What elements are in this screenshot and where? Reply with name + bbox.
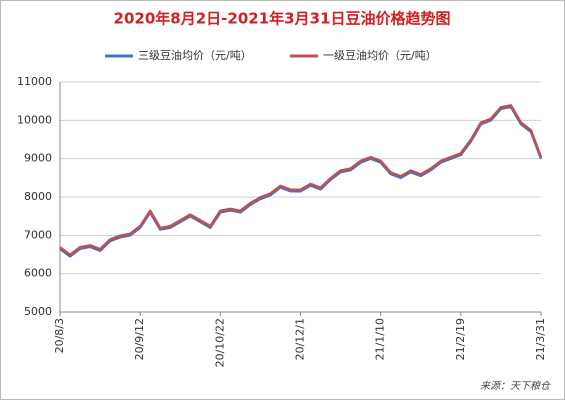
y-tick-label: 9000 — [24, 152, 52, 165]
x-tick-label: 21/3/31 — [534, 318, 547, 360]
x-tick-label: 20/8/3 — [53, 318, 66, 353]
legend-label: 一级豆油均价（元/吨） — [323, 48, 437, 62]
y-tick-label: 11000 — [17, 75, 52, 88]
legend-label: 三级豆油均价（元/吨） — [138, 48, 252, 62]
y-tick-label: 6000 — [24, 267, 52, 280]
y-tick-label: 5000 — [24, 305, 52, 318]
source: 来源：天下粮仓 — [480, 380, 551, 392]
chart-title: 2020年8月2日-2021年3月31日豆油价格趋势图 — [114, 10, 451, 28]
y-tick-label: 10000 — [17, 113, 52, 126]
y-tick-label: 8000 — [24, 190, 52, 203]
x-tick-label: 21/1/10 — [374, 318, 387, 360]
y-tick-label: 7000 — [24, 228, 52, 241]
x-tick-label: 20/12/1 — [294, 318, 307, 360]
x-tick-label: 20/10/22 — [213, 318, 226, 367]
x-tick-label: 21/2/19 — [454, 318, 467, 360]
x-tick-label: 20/9/12 — [133, 318, 146, 360]
series-line — [59, 104, 543, 257]
